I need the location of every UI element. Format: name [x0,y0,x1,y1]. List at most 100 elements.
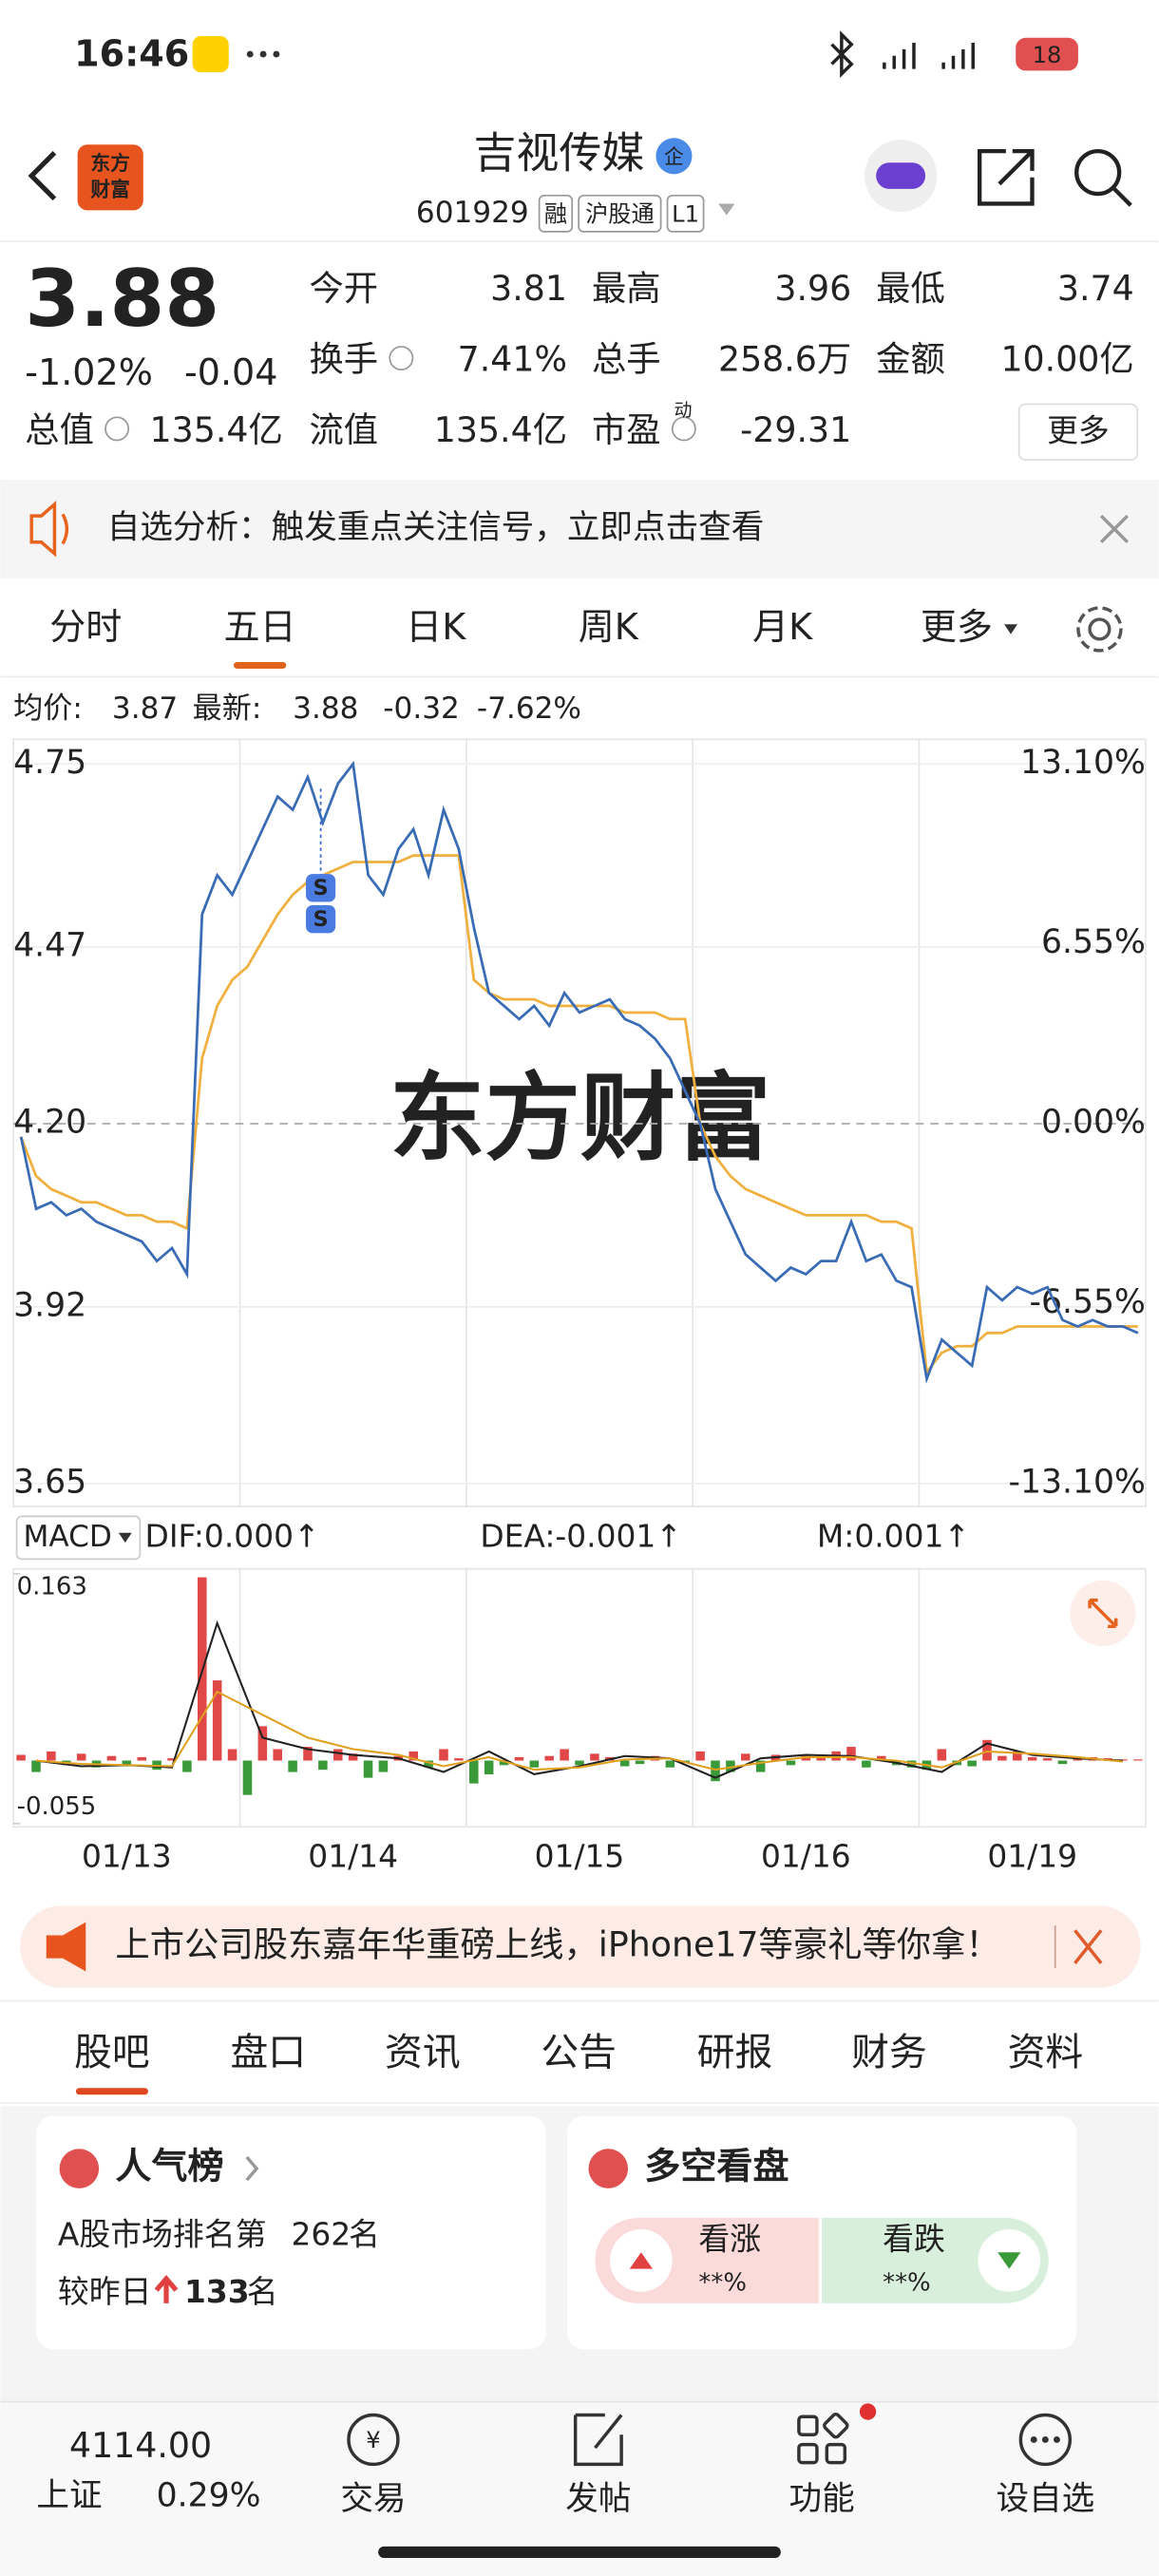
macd-bar [47,1751,56,1761]
content-tab[interactable]: 财务 [851,2031,927,2074]
content-tab[interactable]: 资讯 [385,2031,461,2074]
macd-bar [439,1749,448,1761]
more-dots [246,50,280,58]
badge-dot [859,2403,877,2420]
y2-tick-label: 13.10% [1020,744,1146,782]
macd-bar [937,1749,947,1761]
dropdown[interactable] [718,203,735,216]
period-tab[interactable]: 月K [752,606,813,648]
nav-item[interactable]: 设自选 [996,2480,1094,2518]
close-banner[interactable] [1074,1929,1103,1964]
y2-tick-label: 6.55% [1041,923,1146,961]
macd-bar [122,1760,132,1767]
field-value: 3.74 [1057,268,1134,309]
nav-icons [347,2412,1073,2467]
period-tab[interactable]: 五日 [224,606,296,648]
macd-bar [227,1749,238,1761]
dea-label: DEA:-0.001↑ [480,1517,682,1554]
macd-bar [846,1747,856,1761]
field-label: 金额 [876,339,945,380]
more-label[interactable]: 更多 [1047,411,1110,448]
y-tick-label: 3.92 [13,1286,86,1324]
content-tab[interactable]: 盘口 [230,2031,306,2074]
field-label: 总手 [592,339,661,380]
field-label: 流值 [309,409,378,450]
change: -0.04 [184,351,277,393]
sentiment-icon [588,2149,629,2188]
tag-box [538,194,574,233]
index-value[interactable]: 4114.00 [69,2425,212,2466]
period-tab[interactable]: 日K [406,606,466,648]
macd-bar [1133,1759,1143,1761]
signal-icons [830,30,975,79]
nav-item[interactable]: 发帖 [565,2480,631,2518]
y-tick-label: 4.20 [13,1104,86,1142]
speaker-icon [29,501,69,558]
price-line [19,760,1139,1384]
delta-text: 名 [247,2273,278,2310]
content-tab[interactable]: 资料 [1008,2031,1084,2074]
info-icon [104,416,130,442]
macd-bar [16,1754,26,1761]
dropdown [1004,624,1017,635]
rank-text: A股市场排名第 [58,2215,267,2252]
field-label: 今开 [309,268,378,309]
field-value: 7.41% [458,339,567,380]
search-button[interactable] [1074,148,1132,207]
more-button[interactable] [1017,403,1139,462]
stock-code: 601929 [416,196,529,230]
macd-bar [499,1760,509,1766]
change-pct: -1.02% [25,351,153,393]
index-name: 上证 [36,2476,102,2514]
tag: L1 [672,201,699,228]
app-icon [192,36,229,73]
banner[interactable] [20,1905,1141,1988]
tag: 融 [544,201,567,228]
macd-bar [31,1760,41,1772]
badge [656,138,693,175]
macd-bar [1042,1758,1053,1761]
banner-text[interactable]: 上市公司股东嘉年华重磅上线，iPhone17等豪礼等你拿！ [115,1924,999,1965]
date-label: 01/15 [535,1838,625,1875]
macd-bar [288,1760,297,1772]
indicator-name[interactable]: MACD [24,1520,112,1554]
bull-triangle [629,2252,653,2269]
popularity-icon [59,2149,100,2188]
indicator-select[interactable] [15,1515,142,1561]
field-value: 3.81 [490,268,567,309]
tag-box [666,194,705,233]
content-tab[interactable]: 研报 [697,2031,773,2074]
content-tab[interactable]: 股吧 [74,2031,150,2074]
macd-bar [469,1760,479,1784]
back-button[interactable] [28,151,57,201]
latest-label: 最新: [193,691,262,726]
field-label: 换手 [309,339,378,380]
nav-item[interactable]: 功能 [789,2480,855,2518]
macd-bar [665,1760,675,1768]
close-notice[interactable] [1099,514,1130,543]
period-tab[interactable]: 分时 [49,606,122,648]
share-button[interactable] [977,148,1035,206]
avg-value: 3.87 [112,691,178,726]
expand-icon [1088,1598,1118,1629]
macd-bar [348,1753,358,1761]
period-tab[interactable]: 周K [579,606,639,648]
latest-change: -0.32 [383,691,460,726]
macd-bar [1073,1758,1083,1761]
macd-tick-label: 0.163 [17,1572,87,1601]
settings-button[interactable] [1076,606,1123,653]
y-tick-label: 3.65 [13,1463,86,1501]
period-tab[interactable]: 更多 [921,606,993,648]
notice-text[interactable]: 自选分析：触发重点关注信号，立即点击查看 [107,508,765,546]
content-tab[interactable]: 公告 [541,2031,617,2074]
price: 3.88 [25,253,219,345]
trade-marker [306,905,336,934]
macd-bar [1013,1751,1022,1761]
macd-line [35,1690,1124,1771]
field-value: -29.31 [740,409,851,450]
notice-bar[interactable] [0,480,1159,578]
nav-item[interactable]: 交易 [340,2480,406,2518]
macd-bar [408,1751,418,1761]
macd-bar [333,1749,343,1761]
